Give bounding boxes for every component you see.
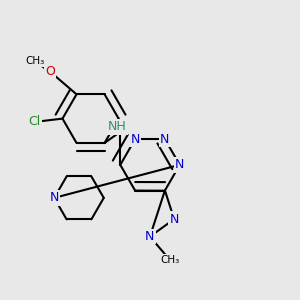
Text: Cl: Cl (28, 116, 40, 128)
Text: N: N (50, 191, 59, 204)
Text: N: N (145, 230, 154, 243)
Text: CH₃: CH₃ (160, 255, 179, 265)
Text: N: N (130, 133, 140, 146)
Text: N: N (169, 213, 179, 226)
Text: NH: NH (108, 120, 126, 134)
Text: N: N (175, 158, 184, 171)
Text: O: O (45, 65, 55, 78)
Text: N: N (160, 133, 170, 146)
Text: CH₃: CH₃ (26, 56, 45, 66)
